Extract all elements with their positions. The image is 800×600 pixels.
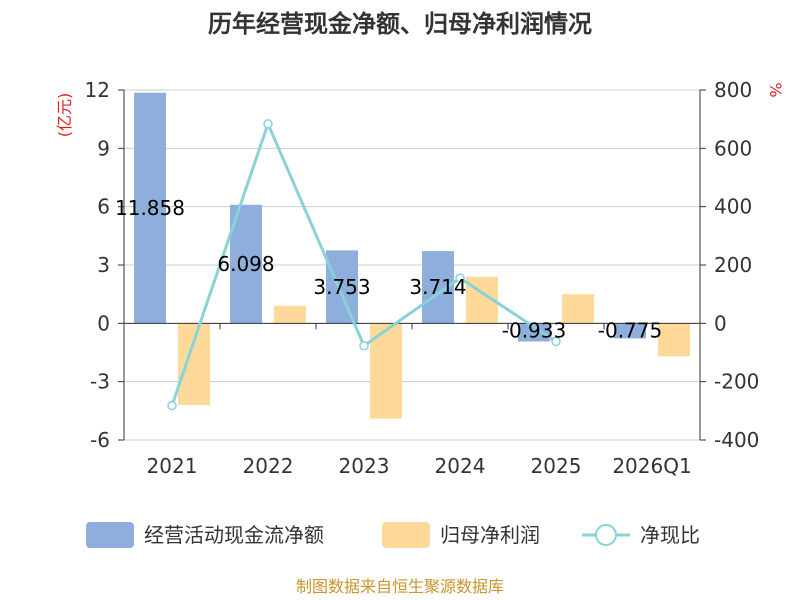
x-tick-label: 2023 <box>339 454 390 478</box>
ratio-point <box>359 341 369 351</box>
left-axis-unit: (亿元) <box>55 93 74 138</box>
cashflow-bar <box>518 323 550 342</box>
cashflow-data-label: -0.933 <box>502 318 566 342</box>
ratio-point <box>455 273 465 283</box>
cashflow-data-label: 3.753 <box>313 275 370 299</box>
legend-label-ratio: 净现比 <box>640 523 700 547</box>
source-text: 制图数据来自恒生聚源数据库 <box>296 577 504 596</box>
net-profit-bar <box>658 323 690 357</box>
x-tick-label: 2026Q1 <box>612 454 691 478</box>
legend[interactable]: 经营活动现金流净额 归母净利润 净现比 <box>86 522 700 548</box>
right-tick-label: 400 <box>714 195 752 219</box>
right-axis-unit: % <box>766 82 785 97</box>
right-tick-label: 200 <box>714 253 752 277</box>
cashflow-data-label: 11.858 <box>115 196 185 220</box>
left-tick-label: 0 <box>97 311 110 335</box>
left-tick-label: 12 <box>85 78 110 102</box>
cashflow-bar <box>134 92 166 324</box>
left-tick-label: 6 <box>97 195 110 219</box>
data-labels: 11.858 6.098 3.753 3.714 -0.933 -0.775 <box>115 196 662 342</box>
left-tick-label: 3 <box>97 253 110 277</box>
ratio-point <box>551 336 561 347</box>
x-tick-label: 2024 <box>435 454 486 478</box>
chart-title: 历年经营现金净额、归母净利润情况 <box>208 10 592 38</box>
legend-label-net-profit: 归母净利润 <box>440 523 540 547</box>
x-tick-label: 2022 <box>243 454 294 478</box>
legend-marker-ratio <box>595 524 617 546</box>
left-tick-label: -3 <box>90 370 110 394</box>
net-profit-bar <box>274 305 306 324</box>
right-tick-label: 800 <box>714 78 752 102</box>
right-tick-label: 0 <box>714 311 727 335</box>
cashflow-data-label: 6.098 <box>217 252 274 276</box>
right-tick-label: 600 <box>714 136 752 160</box>
cashflow-bar <box>230 204 262 324</box>
left-tick-label: 9 <box>97 136 110 160</box>
ratio-line <box>167 119 561 411</box>
net-profit-bar <box>178 323 210 405</box>
legend-swatch-cashflow <box>86 522 134 548</box>
ratio-point <box>167 400 177 411</box>
cashflow-data-label: 3.714 <box>409 275 466 299</box>
x-tick-label: 2021 <box>147 454 198 478</box>
net-profit-bar <box>562 294 594 324</box>
ratio-point <box>263 119 273 129</box>
legend-swatch-net-profit <box>382 522 430 548</box>
x-tick-label: 2025 <box>531 454 582 478</box>
left-tick-label: -6 <box>90 428 110 452</box>
legend-label-cashflow: 经营活动现金流净额 <box>144 523 324 547</box>
right-tick-label: -200 <box>714 370 759 394</box>
cashflow-bar <box>614 323 646 339</box>
right-tick-label: -400 <box>714 428 759 452</box>
axes: -6 -3 0 3 6 9 12 -400 -200 0 200 400 600 800 2021 2022 2… <box>85 78 760 478</box>
cashflow-data-label: -0.775 <box>598 318 662 342</box>
gridlines <box>124 89 700 441</box>
cashflow-bar <box>326 250 358 324</box>
